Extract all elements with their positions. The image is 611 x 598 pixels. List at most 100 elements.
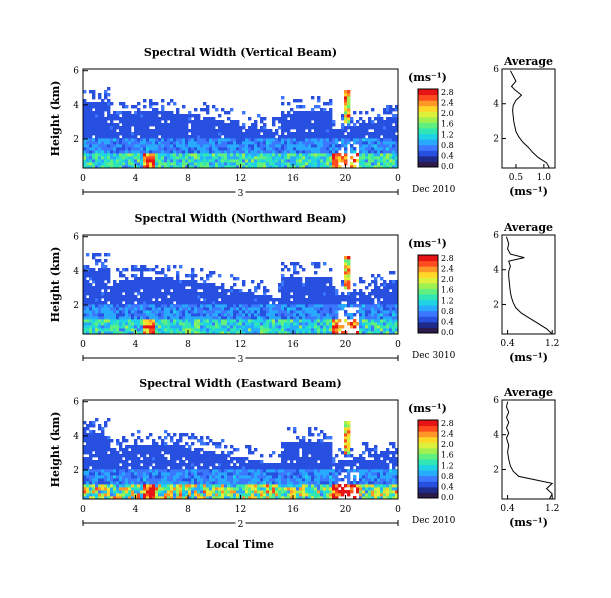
heatmap-cell [302, 310, 306, 314]
heatmap-cell [113, 153, 117, 157]
heatmap-cell [203, 162, 207, 166]
heatmap-cell [278, 126, 282, 130]
heatmap-cell [101, 271, 105, 275]
heatmap-cell [197, 144, 201, 148]
heatmap-cell [242, 469, 246, 473]
heatmap-cell [194, 295, 198, 299]
heatmap-cell [200, 460, 204, 464]
heatmap-cell [362, 165, 366, 169]
heatmap-cell [95, 301, 99, 305]
heatmap-cell [122, 159, 126, 163]
heatmap-cell [281, 319, 285, 323]
heatmap-cell [98, 141, 102, 145]
heatmap-cell [101, 99, 105, 103]
heatmap-cell [125, 319, 129, 323]
heatmap-cell [173, 304, 177, 308]
heatmap-cell [86, 451, 90, 455]
heatmap-cell [89, 430, 93, 434]
heatmap-cell [158, 469, 162, 473]
heatmap-cell [86, 460, 90, 464]
heatmap-cell [194, 472, 198, 476]
heatmap-cell [365, 304, 369, 308]
heatmap-cell [383, 331, 387, 335]
heatmap-cell [263, 304, 267, 308]
colorbar-tick-label: 2.0 [441, 275, 454, 284]
heatmap-cell [155, 271, 159, 275]
heatmap-cell [119, 490, 123, 494]
colorbar-swatch [418, 327, 438, 334]
heatmap-cell [215, 289, 219, 293]
heatmap-cell [233, 277, 237, 281]
heatmap-cell [179, 265, 183, 269]
heatmap-cell [380, 153, 384, 157]
heatmap-cell [128, 156, 132, 160]
heatmap-cell [176, 289, 180, 293]
heatmap-cell [263, 484, 267, 488]
heatmap-cell [344, 96, 348, 100]
heatmap-cell [89, 457, 93, 461]
heatmap-cell [95, 469, 99, 473]
heatmap-cell [146, 268, 150, 272]
heatmap-cell [263, 286, 267, 290]
colorbar-swatch [418, 321, 438, 328]
heatmap-cell [155, 466, 159, 470]
heatmap-cell [209, 274, 213, 278]
heatmap-cell [92, 159, 96, 163]
heatmap-cell [122, 496, 126, 500]
heatmap-cell [119, 331, 123, 335]
heatmap-cell [182, 310, 186, 314]
heatmap-cell [92, 490, 96, 494]
heatmap-cell [320, 132, 324, 136]
heatmap-cell [176, 475, 180, 479]
heatmap-cell [287, 289, 291, 293]
heatmap-cell [368, 153, 372, 157]
heatmap-cell [212, 328, 216, 332]
heatmap-cell [197, 304, 201, 308]
heatmap-cell [284, 313, 288, 317]
heatmap-cell [335, 295, 339, 299]
heatmap-cell [284, 147, 288, 151]
heatmap-cell [239, 144, 243, 148]
heatmap-cell [206, 105, 210, 109]
heatmap-cell [338, 325, 342, 329]
heatmap-cell [89, 156, 93, 160]
heatmap-cell [119, 484, 123, 488]
heatmap-cell [257, 319, 261, 323]
heatmap-cell [386, 328, 390, 332]
heatmap-cell [119, 138, 123, 142]
heatmap-cell [263, 147, 267, 151]
heatmap-cell [302, 105, 306, 109]
heatmap-cell [248, 141, 252, 145]
heatmap-cell [212, 316, 216, 320]
heatmap-cell [86, 129, 90, 133]
heatmap-cell [326, 289, 330, 293]
heatmap-cell [137, 144, 141, 148]
heatmap-cell [194, 313, 198, 317]
heatmap-cell [185, 301, 189, 305]
heatmap-cell [335, 159, 339, 163]
heatmap-cell [206, 460, 210, 464]
heatmap-cell [200, 304, 204, 308]
heatmap-cell [143, 319, 147, 323]
heatmap-cell [254, 141, 258, 145]
heatmap-cell [128, 493, 132, 497]
heatmap-cell [188, 490, 192, 494]
heatmap-cell [317, 99, 321, 103]
heatmap-cell [215, 147, 219, 151]
heatmap-cell [125, 496, 129, 500]
heatmap-cell [389, 117, 393, 121]
heatmap-cell [281, 262, 285, 266]
heatmap-cell [287, 295, 291, 299]
heatmap-cell [299, 120, 303, 124]
heatmap-cell [158, 283, 162, 287]
heatmap-cell [233, 316, 237, 320]
heatmap-cell [359, 141, 363, 145]
heatmap-cell [212, 304, 216, 308]
heatmap-cell [326, 277, 330, 281]
heatmap-cell [263, 487, 267, 491]
heatmap-cell [185, 490, 189, 494]
heatmap-cell [149, 295, 153, 299]
heatmap-cell [167, 159, 171, 163]
heatmap-cell [164, 445, 168, 449]
heatmap-cell [155, 298, 159, 302]
